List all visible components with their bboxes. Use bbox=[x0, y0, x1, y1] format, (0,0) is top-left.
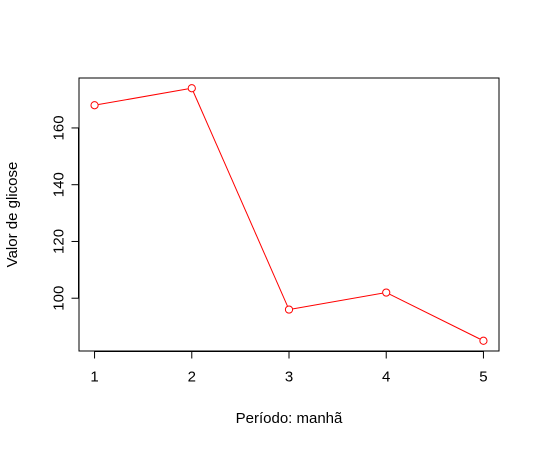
y-axis: 100 120 140 160 bbox=[51, 115, 79, 311]
y-tick-label: 100 bbox=[51, 286, 68, 311]
y-axis-label: Valor de glicose bbox=[4, 162, 21, 268]
series-group bbox=[90, 84, 488, 345]
data-point bbox=[187, 84, 196, 93]
y-tick-label: 160 bbox=[51, 115, 68, 140]
y-tick-label: 140 bbox=[51, 172, 68, 197]
data-point bbox=[90, 101, 99, 110]
x-tick-label: 4 bbox=[382, 369, 390, 386]
x-tick-label: 5 bbox=[479, 369, 487, 386]
x-axis-label: Período: manhã bbox=[236, 410, 343, 427]
x-axis: 1 2 3 4 5 bbox=[90, 351, 488, 386]
x-tick-label: 1 bbox=[90, 369, 98, 386]
data-point bbox=[382, 288, 391, 297]
data-point bbox=[284, 305, 294, 314]
x-tick-label: 2 bbox=[188, 369, 196, 386]
plot-area-frame bbox=[78, 77, 500, 352]
y-tick-label: 120 bbox=[51, 229, 68, 254]
x-tick-label: 3 bbox=[285, 369, 293, 386]
series-line-segment bbox=[98, 88, 188, 106]
series-line-segment bbox=[192, 91, 288, 307]
series-line-segment bbox=[389, 293, 481, 340]
series-line-segment bbox=[292, 292, 383, 310]
data-point bbox=[479, 336, 488, 345]
